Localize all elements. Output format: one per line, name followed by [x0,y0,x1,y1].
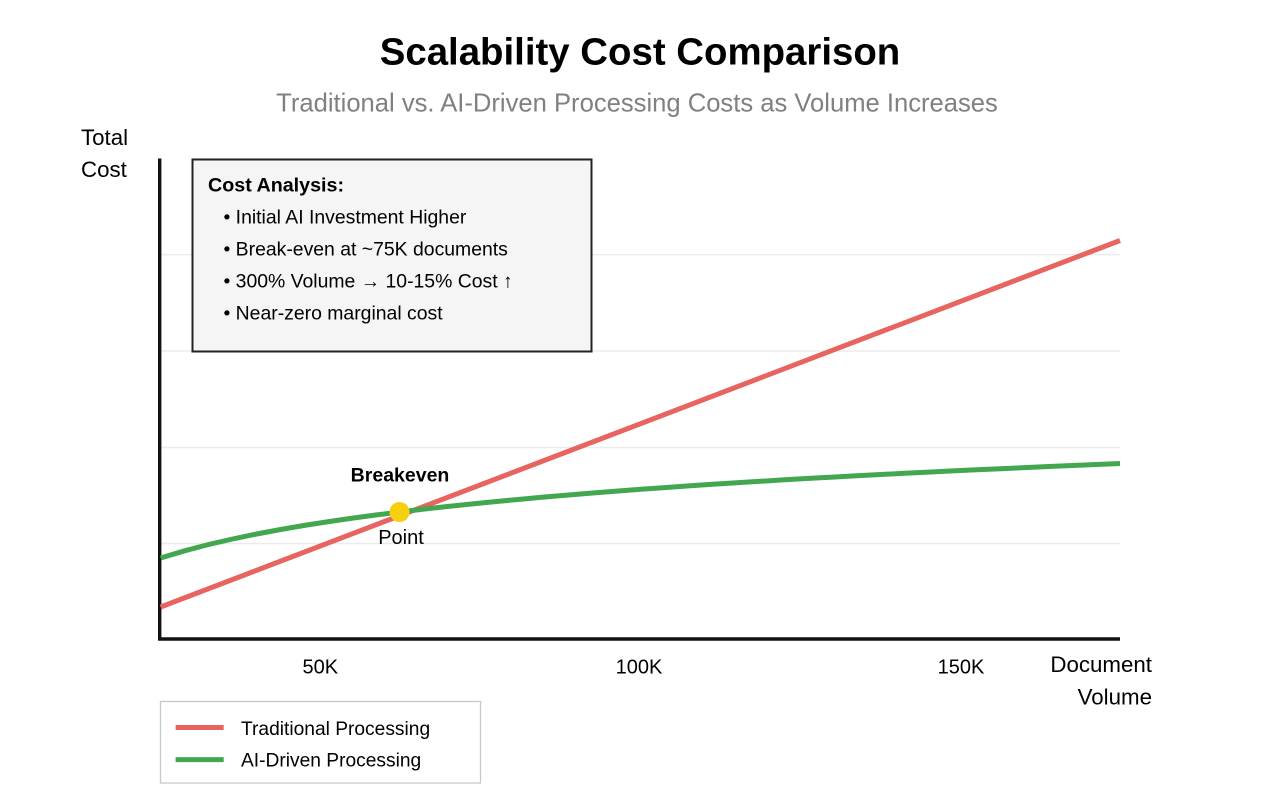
svg-text:• 300% Volume → 10-15% Cost ↑: • 300% Volume → 10-15% Cost ↑ [224,271,513,293]
svg-text:Traditional vs. AI-Driven Proc: Traditional vs. AI-Driven Processing Cos… [276,89,998,117]
svg-text:Breakeven: Breakeven [351,464,450,486]
svg-text:• Initial AI Investment Higher: • Initial AI Investment Higher [224,207,467,229]
svg-text:Total: Total [81,125,128,150]
svg-text:Cost Analysis:: Cost Analysis: [208,175,344,197]
svg-text:150K: 150K [938,657,985,679]
svg-text:• Break-even at ~75K documents: • Break-even at ~75K documents [224,239,508,261]
svg-text:Volume: Volume [1078,684,1152,709]
svg-text:AI-Driven Processing: AI-Driven Processing [241,751,421,772]
svg-text:Scalability Cost Comparison: Scalability Cost Comparison [380,31,901,74]
svg-text:100K: 100K [616,657,663,679]
svg-text:• Near-zero marginal cost: • Near-zero marginal cost [224,303,444,325]
svg-text:Traditional Processing: Traditional Processing [241,719,430,740]
svg-text:50K: 50K [303,657,339,679]
svg-text:Point: Point [378,527,424,549]
svg-text:Cost: Cost [81,157,128,182]
svg-text:Document: Document [1050,652,1152,677]
